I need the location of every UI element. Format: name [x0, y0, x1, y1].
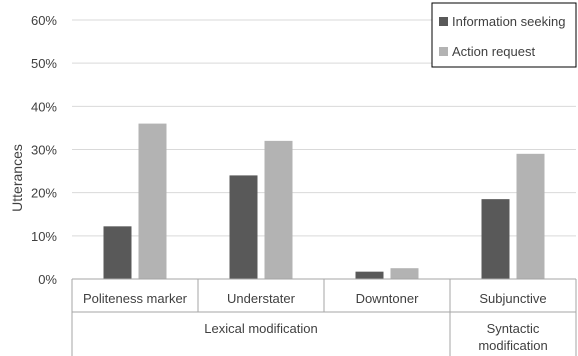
y-tick-label: 60%: [31, 13, 57, 28]
legend-box: [431, 2, 577, 68]
x-group-label: Lexical modification: [204, 321, 317, 336]
x-category-label: Politeness marker: [83, 291, 188, 306]
legend-swatch-information-seeking: [439, 17, 448, 26]
x-group-label: modification: [478, 338, 547, 353]
x-axis: Politeness marker Understater Downtoner Sub…: [71, 278, 577, 356]
legend-label-action-request: Action request: [452, 44, 535, 59]
x-category-label: Subjunctive: [479, 291, 546, 306]
y-tick-label: 0%: [38, 272, 57, 287]
bars: [103, 123, 545, 279]
y-tick-label: 40%: [31, 99, 57, 114]
legend-label-information-seeking: Information seeking: [452, 14, 565, 29]
x-group-label: Syntactic: [487, 321, 540, 336]
y-axis-label: Utterances: [9, 144, 25, 212]
bar-information-seeking-understater: [229, 175, 258, 279]
x-category-label: Downtoner: [356, 291, 420, 306]
bar-action-request-downtoner: [390, 268, 419, 279]
y-tick-label: 20%: [31, 186, 57, 201]
bar-action-request-subjunctive: [516, 153, 545, 279]
y-tick-label: 30%: [31, 143, 57, 158]
legend: Information seeking Action request: [431, 2, 577, 68]
bar-action-request-politeness-marker: [138, 123, 167, 279]
y-tick-label: 50%: [31, 56, 57, 71]
bar-action-request-understater: [264, 140, 293, 279]
bar-information-seeking-downtoner: [355, 271, 384, 279]
legend-swatch-action-request: [439, 47, 448, 56]
x-category-label: Understater: [227, 291, 296, 306]
bar-information-seeking-subjunctive: [481, 199, 510, 279]
bar-information-seeking-politeness-marker: [103, 226, 132, 279]
y-tick-label: 10%: [31, 229, 57, 244]
y-axis-ticks: 0% 10% 20% 30% 40% 50% 60%: [31, 13, 57, 287]
